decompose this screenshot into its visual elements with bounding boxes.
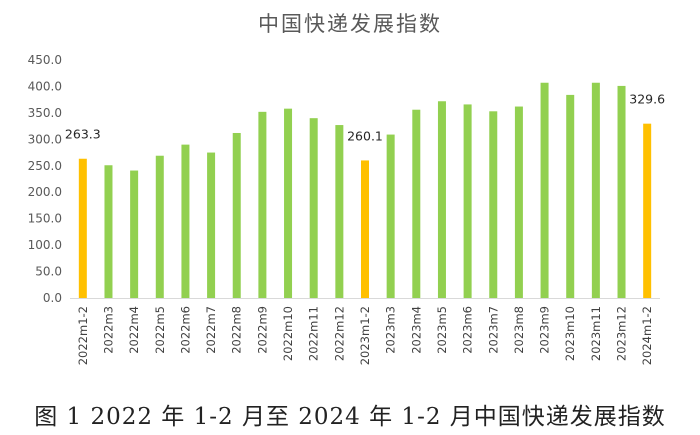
bar-2022m9 [258, 111, 267, 298]
y-tick-label: 0.0 [43, 291, 62, 305]
bar-2022m8 [232, 132, 241, 298]
bar-2023m3 [386, 134, 395, 298]
x-tick-label: 2022m4 [127, 306, 141, 354]
x-tick-label: 2023m11 [589, 306, 603, 361]
y-tick-label: 200.0 [28, 185, 62, 199]
bar-2023m5 [437, 101, 446, 299]
x-tick-label: 2022m10 [281, 306, 295, 361]
bar-2023m6 [463, 104, 472, 298]
x-tick-label: 2022m11 [307, 306, 321, 361]
data-label-2024m1-2: 329.6 [629, 92, 665, 107]
bar-2022m3 [104, 165, 113, 298]
x-tick-label: 2022m1-2 [76, 306, 90, 365]
x-tick-label: 2023m4 [409, 306, 423, 354]
y-tick-label: 100.0 [28, 238, 62, 252]
x-tick-label: 2022m5 [153, 306, 167, 354]
x-tick-label: 2023m9 [538, 306, 552, 354]
bar-2022m12 [335, 125, 344, 298]
bar-2022m1-2 [78, 158, 87, 298]
x-tick-label: 2022m8 [230, 306, 244, 354]
bar-2023m8 [514, 106, 523, 298]
x-tick-label: 2023m6 [461, 306, 475, 354]
bar-2024m1-2 [643, 123, 652, 298]
bar-2022m6 [181, 144, 190, 298]
bar-2022m11 [309, 118, 318, 298]
bar-2023m1-2 [361, 160, 369, 298]
data-label-2022m1-2: 263.3 [65, 127, 101, 142]
y-axis: 0.0 50.0 100.0 150.0 200.0 250.0 300.0 350.0 400… [28, 53, 62, 305]
y-tick-label: 400.0 [28, 79, 62, 93]
bar-2022m10 [284, 108, 293, 298]
bar-2023m10 [566, 94, 575, 298]
figure-caption: 图 1 2022 年 1-2 月至 2024 年 1-2 月中国快递发展指数 [34, 404, 666, 430]
x-axis: 2022m1-2 2022m3 2022m4 2022m5 2022m6 2022m7 20… [70, 298, 660, 365]
y-tick-label: 150.0 [28, 212, 62, 226]
x-tick-label: 2022m3 [101, 306, 115, 354]
bar-2023m4 [412, 109, 421, 299]
x-tick-label: 2024m1-2 [640, 306, 654, 365]
data-label-2023m1-2: 260.1 [347, 128, 383, 143]
x-tick-label: 2023m5 [435, 306, 449, 354]
x-tick-label: 2023m12 [615, 306, 629, 361]
bar-2023m11 [591, 82, 600, 299]
bar-2022m4 [130, 170, 139, 298]
x-tick-label: 2023m10 [563, 306, 577, 361]
y-tick-label: 50.0 [35, 265, 62, 279]
chart-title: 中国快递发展指数 [258, 12, 442, 36]
y-tick-label: 350.0 [28, 106, 62, 120]
x-tick-label: 2023m3 [384, 306, 398, 354]
x-tick-label: 2023m7 [486, 306, 500, 354]
bar-2023m12 [617, 85, 626, 298]
bar-series [78, 82, 652, 299]
x-tick-label: 2022m7 [204, 306, 218, 354]
data-labels: 263.3 260.1 329.6 [65, 92, 665, 144]
x-tick-label: 2023m8 [512, 306, 526, 354]
x-tick-label: 2022m6 [178, 306, 192, 354]
bar-2023m7 [489, 111, 498, 299]
y-tick-label: 250.0 [28, 159, 62, 173]
x-tick-label: 2022m12 [332, 306, 346, 361]
y-tick-label: 300.0 [28, 132, 62, 146]
x-tick-label: 2022m9 [255, 306, 269, 354]
bar-2022m7 [207, 152, 216, 298]
y-tick-label: 450.0 [28, 53, 62, 67]
x-tick-label: 2023m1-2 [358, 306, 372, 365]
bar-2023m9 [540, 82, 549, 299]
bar-2022m5 [155, 155, 164, 298]
